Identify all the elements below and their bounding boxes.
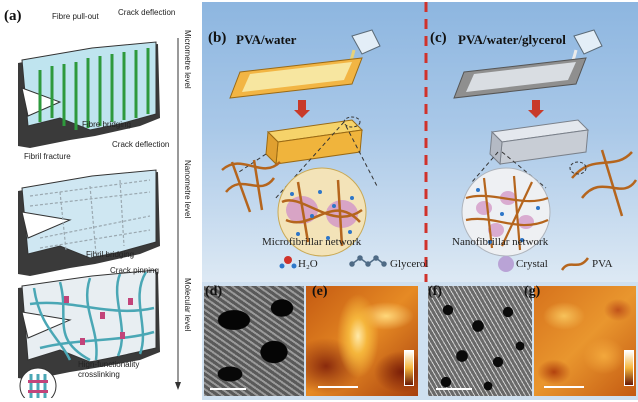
mold-c [453,57,587,99]
scale-bar-e [318,386,358,388]
panel-c-title: PVA/water/glycerol [458,32,566,47]
micrograph-e-letter: (e) [312,284,328,299]
micrometre-block [18,41,160,148]
bar-c [489,119,590,166]
legend-glycerol-icon [349,255,387,267]
legend-crystal-icon [498,256,514,272]
panel-b-letter: (b) [208,30,227,46]
label-crack-deflection-2: Crack deflection [112,140,170,149]
micrograph-d-letter: (d) [205,284,223,299]
label-nanofibrillar-network: Nanofibrillar network [452,236,549,248]
level-nanometre: Nanometre level [183,160,192,219]
legend-crystal-label: Crystal [516,258,548,270]
panel-a-letter: (a) [4,8,22,24]
panel-b-title: PVA/water [236,32,297,47]
label-crack-deflection-1: Crack deflection [118,8,176,17]
micrograph-g-letter: (g) [524,284,541,299]
molecular-block [18,269,160,398]
level-molecular: Molecular level [183,278,192,332]
panel-a-schematics [18,38,181,398]
colorbar-e [404,350,414,386]
bar-b [265,116,364,166]
legend-glycerol-label: Glycerol [390,258,429,270]
arrow-down-c [528,100,544,118]
panel-c-letter: (c) [430,30,447,46]
level-micrometre: Micrometre level [183,30,192,89]
legend-h2o-label: H₂O [298,258,318,270]
label-fibril-fracture: Fibril fracture [24,152,71,161]
legend-h2o-icon [279,256,297,269]
label-crosslinking: High-functionality crosslinking [78,360,140,379]
label-fibre-pullout: Fibre pull-out [52,12,99,21]
label-fibril-bridging: Fibril bridging [86,250,135,259]
scale-bar-f [436,388,472,390]
pva-strands-c [571,149,638,217]
colorbar-g [624,350,634,386]
legend-pva-icon [560,257,590,271]
micrograph-f [428,286,532,396]
label-microfibrillar-network: Microfibrillar network [262,236,362,248]
micrograph-d [204,286,304,396]
panel-bc-graphics [221,2,638,282]
micrograph-f-letter: (f) [428,284,442,299]
pva-strands-b [221,159,281,213]
nanometre-block [18,169,160,276]
legend-pva-label: PVA [592,258,613,270]
micrograph-g [534,286,636,396]
label-fibre-bridging: Fibre bridging [82,120,131,129]
arrow-down-b [294,100,310,118]
scale-bar-g [544,386,584,388]
mold-b [229,57,363,99]
label-crack-pinning: Crack pinning [110,266,159,275]
scale-bar-d [210,388,246,390]
micrograph-e [306,286,418,396]
